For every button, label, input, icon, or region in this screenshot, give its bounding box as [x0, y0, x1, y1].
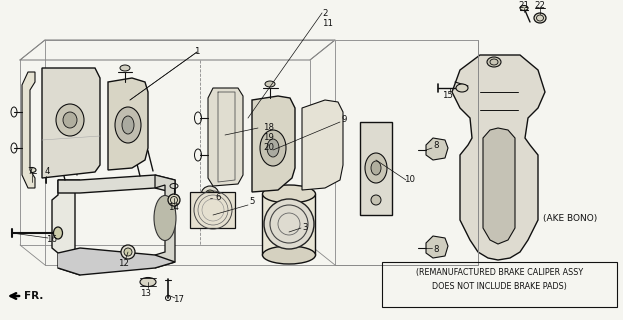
Polygon shape [190, 192, 235, 228]
Ellipse shape [534, 13, 546, 23]
Text: 17: 17 [173, 295, 184, 305]
Ellipse shape [267, 139, 279, 157]
Polygon shape [426, 236, 448, 258]
Ellipse shape [120, 65, 130, 71]
Text: 15: 15 [442, 92, 454, 100]
Text: 12: 12 [118, 259, 130, 268]
Polygon shape [262, 194, 315, 255]
Polygon shape [483, 128, 515, 244]
Ellipse shape [63, 112, 77, 128]
Ellipse shape [54, 227, 62, 239]
Ellipse shape [28, 167, 36, 172]
Text: 7: 7 [27, 166, 33, 175]
Ellipse shape [262, 185, 315, 203]
Text: 3: 3 [302, 223, 308, 233]
Ellipse shape [205, 190, 215, 200]
Text: 10: 10 [404, 175, 416, 185]
Polygon shape [302, 100, 343, 190]
Ellipse shape [115, 107, 141, 143]
Text: 16: 16 [47, 236, 57, 244]
Ellipse shape [265, 81, 275, 87]
Ellipse shape [371, 161, 381, 175]
Text: 4: 4 [44, 166, 50, 175]
Text: 20: 20 [263, 143, 274, 153]
Ellipse shape [371, 195, 381, 205]
Polygon shape [58, 248, 175, 275]
Text: 6: 6 [216, 193, 221, 202]
Text: 8: 8 [433, 245, 439, 254]
Polygon shape [360, 122, 392, 215]
Polygon shape [252, 96, 295, 192]
Text: 14: 14 [168, 204, 179, 212]
Ellipse shape [140, 277, 156, 286]
Text: 19: 19 [263, 133, 274, 142]
Ellipse shape [168, 194, 180, 206]
Ellipse shape [56, 104, 84, 136]
Polygon shape [208, 88, 243, 186]
Ellipse shape [262, 246, 315, 264]
Text: DOES NOT INCLUDE BRAKE PADS): DOES NOT INCLUDE BRAKE PADS) [432, 282, 567, 291]
Text: (REMANUFACTURED BRAKE CALIPER ASSY: (REMANUFACTURED BRAKE CALIPER ASSY [416, 268, 583, 276]
Polygon shape [155, 175, 175, 268]
Ellipse shape [264, 199, 314, 249]
Polygon shape [452, 55, 545, 260]
Ellipse shape [456, 84, 468, 92]
Polygon shape [58, 175, 175, 193]
Ellipse shape [260, 130, 286, 166]
Ellipse shape [42, 169, 49, 173]
Polygon shape [108, 78, 148, 170]
Ellipse shape [520, 5, 528, 11]
Text: 22: 22 [535, 2, 546, 11]
Text: 18: 18 [263, 124, 274, 132]
Ellipse shape [121, 245, 135, 259]
Text: 8: 8 [433, 140, 439, 149]
Polygon shape [52, 180, 80, 275]
Text: 13: 13 [141, 289, 151, 298]
Text: 1: 1 [194, 47, 200, 57]
Polygon shape [426, 138, 448, 160]
Text: (AKE BONO): (AKE BONO) [543, 213, 597, 222]
Bar [382, 262, 617, 307]
Ellipse shape [487, 57, 501, 67]
Text: 5: 5 [249, 197, 255, 206]
Text: 11: 11 [322, 19, 333, 28]
Ellipse shape [124, 248, 132, 256]
Ellipse shape [201, 186, 219, 204]
Ellipse shape [122, 116, 134, 134]
Ellipse shape [154, 196, 176, 241]
Ellipse shape [365, 153, 387, 183]
Text: FR.: FR. [24, 291, 44, 301]
Text: 21: 21 [518, 2, 530, 11]
Polygon shape [42, 68, 100, 178]
Text: 9: 9 [341, 116, 346, 124]
Polygon shape [22, 72, 35, 188]
Text: 2: 2 [322, 9, 328, 18]
